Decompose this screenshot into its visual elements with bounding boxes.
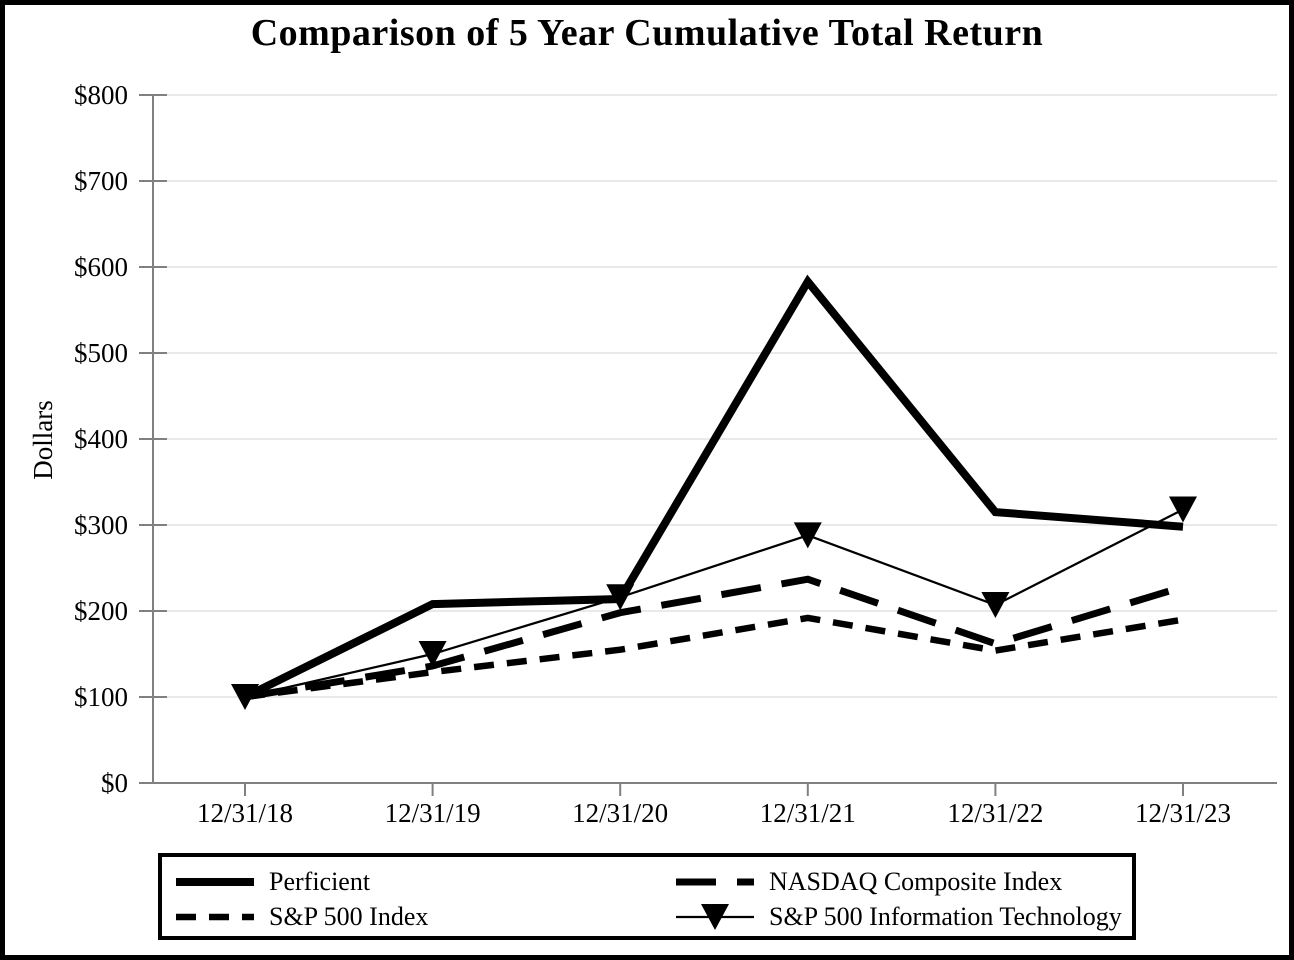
triangle-down-marker (701, 903, 729, 930)
legend-item-nasdaq-composite-index: NASDAQ Composite Index (674, 866, 1132, 897)
y-tick-label: $800 (74, 80, 128, 110)
legend-label-sp-500-information-technology: S&P 500 Information Technology (769, 901, 1122, 931)
x-tick-label: 12/31/21 (759, 798, 856, 828)
series-line-s-p-500-information-technology (244, 508, 1184, 699)
legend-item-sp-500-information-technology: S&P 500 Information Technology (674, 901, 1132, 932)
y-tick-label: $700 (74, 166, 128, 196)
y-tick-label: $600 (74, 252, 128, 282)
y-tick-label: $300 (74, 510, 128, 540)
x-tick-label: 12/31/19 (384, 798, 481, 828)
y-tick-label: $100 (74, 682, 128, 712)
legend-label-nasdaq-composite-index: NASDAQ Composite Index (769, 866, 1063, 896)
legend-sample-sp-500-information-technology (676, 903, 754, 930)
triangle-down-marker (231, 684, 259, 710)
chart-title: Comparison of 5 Year Cumulative Total Re… (250, 12, 1044, 54)
plot-area (139, 94, 1277, 796)
series-s-p-500-information-technology (231, 496, 1197, 710)
gridlines (153, 94, 1277, 698)
triangle-down-marker (981, 591, 1010, 618)
x-tick-label: 12/31/20 (572, 798, 669, 828)
legend-sample-nasdaq-composite-index (676, 878, 754, 885)
series-line-nasdaq-composite-index (244, 575, 1185, 701)
y-tick-label: $400 (74, 424, 128, 454)
series-nasdaq-composite-index (244, 575, 1185, 701)
y-tick-label: $0 (101, 768, 128, 798)
x-tick-label: 12/31/18 (196, 798, 293, 828)
axis-ticks (139, 94, 1184, 796)
legend-label-perficient: Perficient (269, 866, 371, 896)
series-line-perficient (243, 274, 1184, 701)
legend-sample-perficient (176, 877, 254, 886)
triangle-down-marker (606, 584, 635, 611)
series-line-s-p-500-index (244, 614, 1184, 701)
series-perficient (243, 274, 1184, 701)
legend-sample-sp-500-index (176, 913, 254, 920)
y-tick-label: $500 (74, 338, 128, 368)
legend-item-perficient: Perficient (174, 866, 674, 897)
legend-label-sp-500-index: S&P 500 Index (269, 901, 429, 931)
triangle-down-marker (1169, 496, 1197, 523)
legend: Perficient NASDAQ Composite Index S&P 50… (158, 853, 1136, 940)
x-tick-label: 12/31/22 (947, 798, 1044, 828)
triangle-down-marker (418, 641, 447, 667)
triangle-down-marker (793, 522, 822, 549)
y-tick-label: $200 (74, 596, 128, 626)
series-s-p-500-index (244, 614, 1184, 701)
x-tick-label: 12/31/23 (1134, 798, 1231, 828)
legend-item-sp-500-index: S&P 500 Index (174, 901, 674, 932)
